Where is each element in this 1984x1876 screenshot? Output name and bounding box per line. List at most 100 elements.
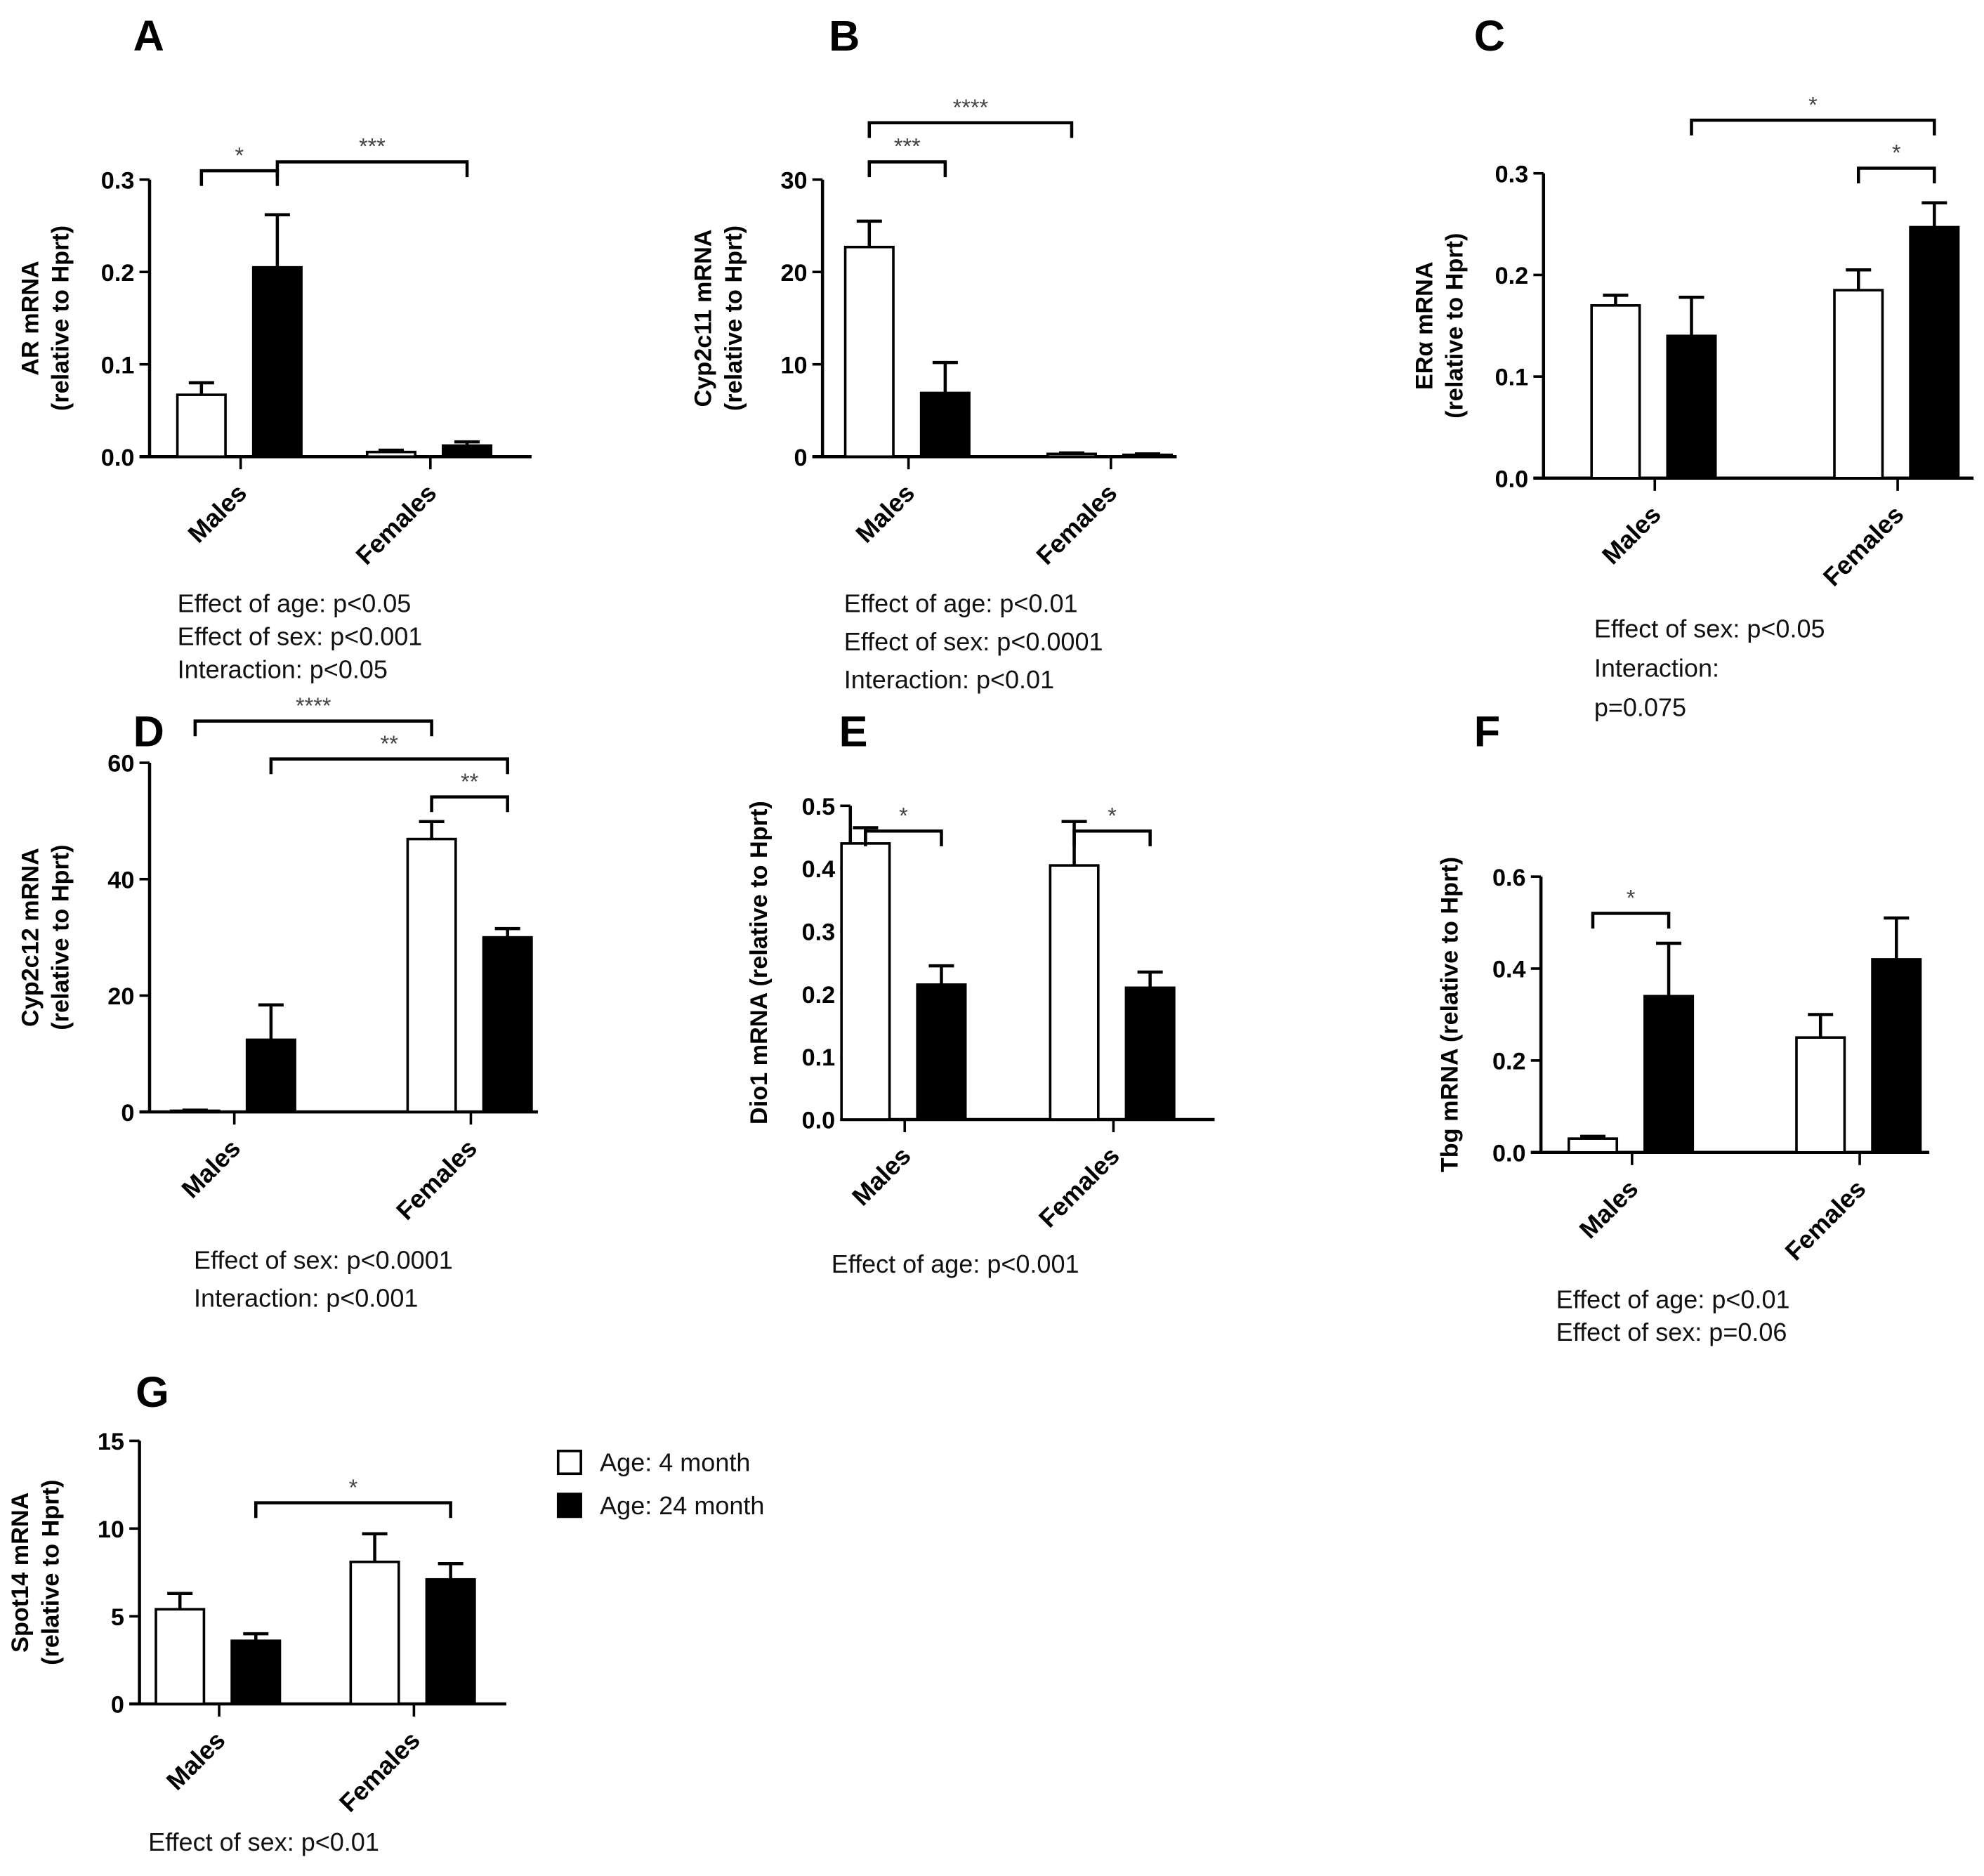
y-axis-label: Cyp2c12 mRNA (relative to Hprt) [17,844,74,1030]
panel-G: G 0 5 10 15 Spot14 mRNA (relative to Hprt) Male… [7,1368,506,1856]
significance-bracket [193,719,433,737]
panel-letter: E [839,708,868,756]
y-tick-label: 0.0 [1495,466,1529,492]
panel-A: A 0.0 0.1 0.2 0.3 AR mRNA (relative to Hprt) Ma… [17,12,532,683]
significance-bracket [430,795,509,813]
y-tick-label: 0.2 [1492,1049,1526,1075]
bar-24-month [1666,334,1717,480]
significance-bracket [199,169,280,186]
bar-4-month [1049,864,1100,1121]
significance-bracket [867,121,1074,138]
y-tick-label: 0.2 [101,260,135,287]
bar-24-month [482,936,533,1113]
stats-note: Effect of age: p<0.05 [178,589,412,618]
x-category-label: Males [850,478,920,549]
stats-note: Effect of age: p<0.001 [832,1249,1079,1278]
panel-E: E 0.0 0.1 0.2 0.3 0.4 0.5 Dio1 mRNA (relative t… [746,708,1215,1278]
y-axis-label-line: Dio1 mRNA (relative to Hprt) [746,801,773,1124]
y-tick-label: 10 [780,352,807,379]
stats-note: Effect of sex: p<0.001 [178,622,423,651]
significance-bracket [269,757,509,775]
stats-note: Effect of sex: p<0.05 [1594,615,1825,643]
y-tick-label: 0 [111,1692,124,1719]
stats-note: Interaction: p<0.01 [844,665,1054,694]
bar-24-month [919,391,971,458]
stats-note: Effect of age: p<0.01 [1556,1285,1790,1313]
significance-label: ** [381,731,399,756]
y-tick-label: 0.1 [101,352,135,379]
y-tick-label: 0 [794,445,808,471]
y-tick-label: 0.3 [101,167,135,194]
y-axis-label: ERα mRNA (relative to Hprt) [1411,233,1468,419]
y-tick-label: 0 [121,1100,134,1127]
stats-note: p=0.075 [1594,693,1686,721]
y-tick-label: 0.2 [802,982,836,1009]
y-axis-label-line: ERα mRNA [1411,261,1438,390]
y-axis-label: AR mRNA (relative to Hprt) [17,225,74,411]
bar-4-month [843,245,895,458]
significance-bracket [275,160,469,178]
x-category-label: Females [350,478,442,570]
significance-bracket [254,1501,452,1518]
significance-bracket [1856,166,1936,184]
panel-D: D 0 20 40 60 Cyp2c12 mRNA (relative to Hprt) Ma… [17,693,538,1313]
significance-label: ** [461,769,479,794]
legend-swatch [556,1450,582,1476]
y-tick-label: 0.2 [1495,263,1529,289]
x-category-label: Males [846,1141,917,1212]
bar-4-month [155,1608,206,1705]
panel-C: C 0.0 0.1 0.2 0.3 ERα mRNA (relative to Hprt) M… [1411,12,1974,721]
significance-label: *** [359,134,386,159]
panel-letter: A [133,12,164,60]
legend-swatch [556,1493,582,1518]
bar-24-month [251,265,303,458]
bar-4-month [1833,289,1884,480]
y-tick-label: 60 [107,751,134,778]
bar-24-month [230,1639,282,1705]
y-tick-label: 20 [107,983,134,1010]
y-tick-label: 0.4 [802,856,836,883]
bar-24-month [916,983,967,1121]
y-tick-label: 0.3 [802,919,836,946]
y-axis-label: Spot14 mRNA (relative to Hprt) [7,1480,64,1665]
stats-note: Effect of sex: p<0.0001 [194,1245,453,1274]
bar-24-month [425,1577,476,1705]
significance-label: * [1892,140,1901,166]
panel-letter: D [133,708,164,756]
stats-note: Effect of sex: p=0.06 [1556,1318,1787,1346]
significance-bracket [864,829,943,846]
bar-24-month [442,444,493,458]
bar-24-month [1909,225,1960,480]
y-axis-label: Tbg mRNA (relative to Hprt) [1436,857,1463,1172]
y-axis-label: Cyp2c11 mRNA (relative to Hprt) [690,225,747,411]
bar-24-month [1871,958,1922,1154]
y-tick-label: 0.1 [1495,365,1529,391]
panel-letter: B [829,12,860,60]
significance-label: * [349,1475,358,1500]
y-axis-label: Dio1 mRNA (relative to Hprt) [746,801,773,1124]
y-tick-label: 0.0 [101,445,135,471]
bar-4-month [1046,452,1097,458]
bar-4-month [840,842,891,1121]
y-axis-label-line: (relative to Hprt) [48,844,74,1030]
y-axis-label-line: (relative to Hprt) [48,225,74,411]
y-axis-label-line: (relative to Hprt) [1442,233,1469,419]
x-category-label: Females [334,1726,426,1818]
y-tick-label: 5 [111,1604,124,1631]
significance-label: * [235,143,244,168]
x-category-label: Males [1574,1174,1644,1244]
stats-note: Interaction: [1594,654,1719,683]
bar-24-month [1643,995,1695,1154]
significance-label: **** [296,693,331,719]
significance-label: * [1627,886,1636,911]
x-category-label: Males [1596,500,1667,570]
y-tick-label: 0.4 [1492,957,1526,983]
y-axis-label-line: Spot14 mRNA [7,1493,34,1653]
y-axis-label-line: Cyp2c12 mRNA [17,848,44,1027]
significance-bracket [1072,829,1152,846]
bar-24-month [1122,453,1174,458]
bar-4-month [1795,1036,1846,1154]
legend-label-4-month: Age: 4 month [600,1448,750,1477]
